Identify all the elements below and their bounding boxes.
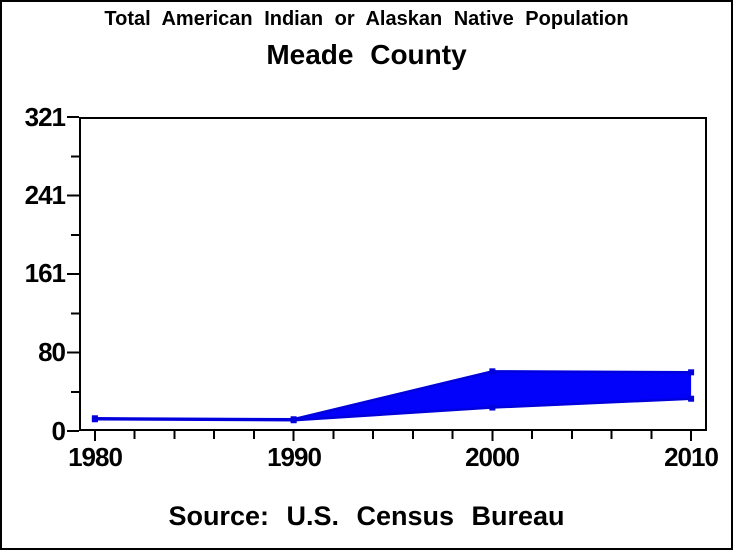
y-axis-tick-label: 321 xyxy=(24,102,66,132)
y-axis-tick-label: 0 xyxy=(51,416,66,446)
y-axis-tick-label: 80 xyxy=(38,337,66,367)
chart-subtitle: Meade County xyxy=(266,39,467,70)
x-axis-tick-label: 1990 xyxy=(267,442,322,472)
x-axis-tick-label: 1980 xyxy=(68,442,123,472)
y-axis-tick-label: 241 xyxy=(24,180,66,210)
source-caption: Source: U.S. Census Bureau xyxy=(168,501,565,531)
x-axis-tick-label: 2000 xyxy=(465,442,520,472)
y-axis-tick-label: 161 xyxy=(24,258,66,288)
x-axis-tick-label: 2010 xyxy=(664,442,719,472)
chart-title: Total American Indian or Alaskan Native … xyxy=(104,8,629,30)
